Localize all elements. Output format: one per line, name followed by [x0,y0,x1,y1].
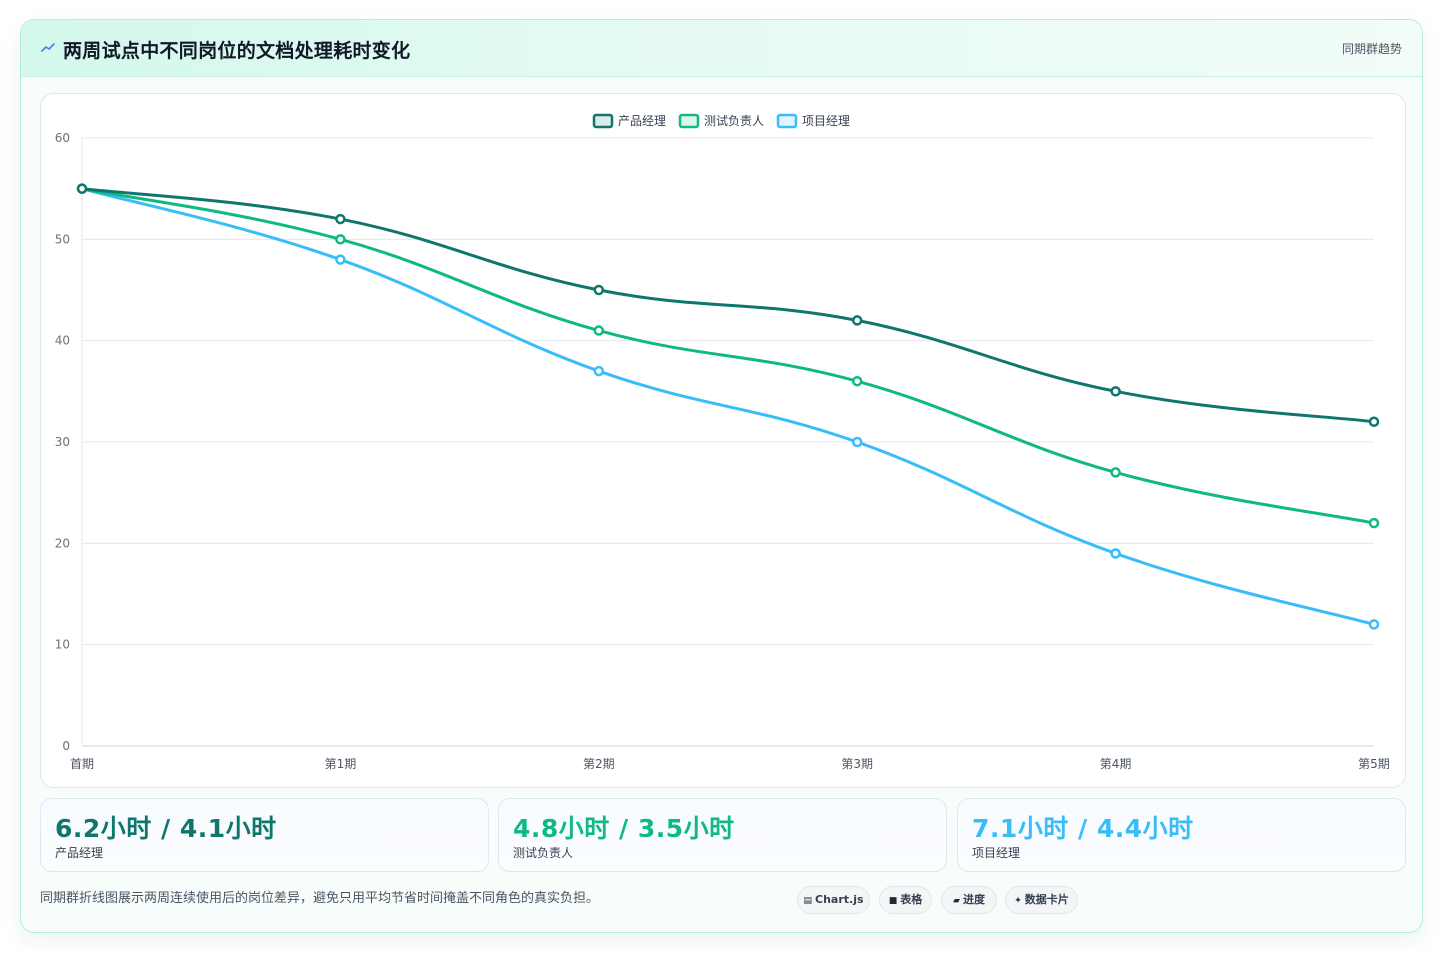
sparkline-icon [41,38,57,58]
data-point [335,213,346,225]
x-tick-label: 第1期 [325,757,357,771]
progress-icon: ▰ [953,896,960,906]
pill-chartjs[interactable]: ▤ Chart.js [797,886,870,914]
pill-progress[interactable]: ▰ 进度 [941,886,997,914]
pill-table[interactable]: ■ 表格 [879,886,932,914]
chart-icon: ▤ [803,896,812,906]
data-point [1110,386,1121,397]
y-tick-label: 30 [55,435,70,449]
legend-swatch [776,113,798,129]
data-point [593,284,605,296]
stat-value: 6.2小时 / 4.1小时 [55,814,277,843]
x-tick-label: 首期 [70,757,94,771]
data-point [851,436,863,448]
y-tick-label: 50 [55,232,70,246]
header-tag: 同期群趋势 [1341,42,1402,56]
series-line [80,187,1376,424]
y-tick-label: 40 [55,334,70,348]
table-icon: ■ [888,896,898,906]
stat-card-product-manager: 6.2小时 / 4.1小时 产品经理 [40,798,489,872]
data-point [1110,548,1121,559]
y-tick-label: 20 [55,536,70,550]
stat-value: 7.1小时 / 4.4小时 [972,814,1194,843]
stat-card-project-manager: 7.1小时 / 4.4小时 项目经理 [957,798,1406,872]
legend-label: 项目经理 [802,114,850,128]
pill-label: Chart.js [815,893,864,906]
data-point [1110,467,1121,478]
series-line [80,187,1376,525]
page-title: 两周试点中不同岗位的文档处理耗时变化 [63,40,411,62]
legend-swatch [592,113,614,129]
x-tick-label: 第5期 [1358,757,1390,771]
stat-label: 产品经理 [55,846,104,860]
chart-panel: 0 10 20 30 40 50 60 首期 第1期 第2期 第3期 第4期 第5期 产品经理 测试负责人 项… [40,93,1406,788]
pill-label: 进度 [962,893,985,906]
data-point [76,183,88,194]
stat-label: 测试负责人 [513,846,574,860]
y-tick-label: 0 [62,739,70,753]
data-point [1368,416,1380,427]
data-point [1368,517,1380,529]
pill-label: 表格 [900,893,923,906]
y-tick-label: 60 [55,131,70,145]
legend-swatch [678,113,700,129]
x-tick-label: 第2期 [583,757,615,771]
stat-card-test-lead: 4.8小时 / 3.5小时 测试负责人 [498,798,947,872]
series-line [80,187,1376,626]
legend-label: 测试负责人 [704,113,764,128]
y-tick-label: 10 [55,638,70,652]
data-point [593,365,605,377]
line-chart: 0 10 20 30 40 50 60 首期 第1期 第2期 第3期 第4期 第5期 产品经理 测试负责人 项… [55,113,1390,771]
footnote: 同期群折线图展示两周连续使用后的岗位差异，避免只用平均节省时间掩盖不同角色的真实… [40,891,600,906]
card-header: 两周试点中不同岗位的文档处理耗时变化 同期群趋势 [21,20,1422,77]
legend-label: 产品经理 [618,114,666,128]
dashboard-card: 两周试点中不同岗位的文档处理耗时变化 同期群趋势 0 10 20 30 40 50 60 首期… [20,19,1423,933]
data-point [335,254,346,265]
data-point [593,325,605,336]
pill-data-card[interactable]: ✦ 数据卡片 [1005,886,1078,914]
pill-label: 数据卡片 [1024,893,1069,906]
x-tick-label: 第4期 [1100,757,1132,771]
data-point [1368,619,1380,630]
stat-label: 项目经理 [972,846,1021,860]
data-point [851,315,863,326]
stat-value: 4.8小时 / 3.5小时 [513,814,735,843]
card-icon: ✦ [1014,896,1022,906]
data-point [335,234,346,245]
data-point [851,375,863,387]
x-tick-label: 第3期 [841,757,873,771]
